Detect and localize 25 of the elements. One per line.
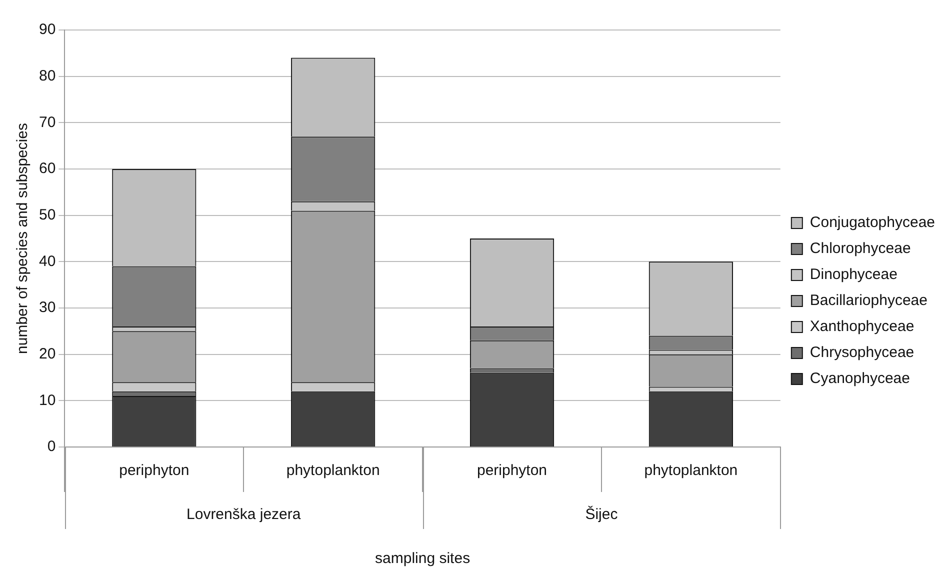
x-axis-title: sampling sites <box>375 550 470 568</box>
legend-label: Chlorophyceae <box>810 240 911 258</box>
text: Lovrenška jezera <box>186 506 302 524</box>
x-tick-label: periphyton <box>476 462 548 480</box>
y-tick-label: 40 <box>38 252 56 270</box>
y-tick-label: 90 <box>38 21 56 38</box>
y-tick-label: 60 <box>38 160 56 178</box>
y-tick-label: 20 <box>38 345 56 362</box>
y-tick-label: 0 <box>47 438 56 456</box>
text: Šijec <box>585 505 618 524</box>
legend-label: Xanthophyceae <box>810 318 914 336</box>
y-tick-label: 10 <box>38 392 56 409</box>
x-tick-label: phytoplankton <box>286 462 380 480</box>
y-tick-label: 70 <box>38 114 56 131</box>
y-tick-label: 50 <box>38 206 56 224</box>
y-tick-label: 80 <box>38 67 56 84</box>
x-tick-label: phytoplankton <box>644 462 738 480</box>
legend-label: Conjugatophyceae <box>810 214 936 232</box>
y-axis-title: number of species and subspecies <box>14 123 32 354</box>
legend-label: Dinophyceae <box>810 266 898 284</box>
legend-label: Cyanophyceae <box>810 370 910 388</box>
legend-label: Bacillariophyceae <box>810 292 928 310</box>
legend-label: Chrysophyceae <box>810 344 914 362</box>
x-tick-label: periphyton <box>119 462 190 480</box>
y-tick-label: 30 <box>38 299 56 316</box>
